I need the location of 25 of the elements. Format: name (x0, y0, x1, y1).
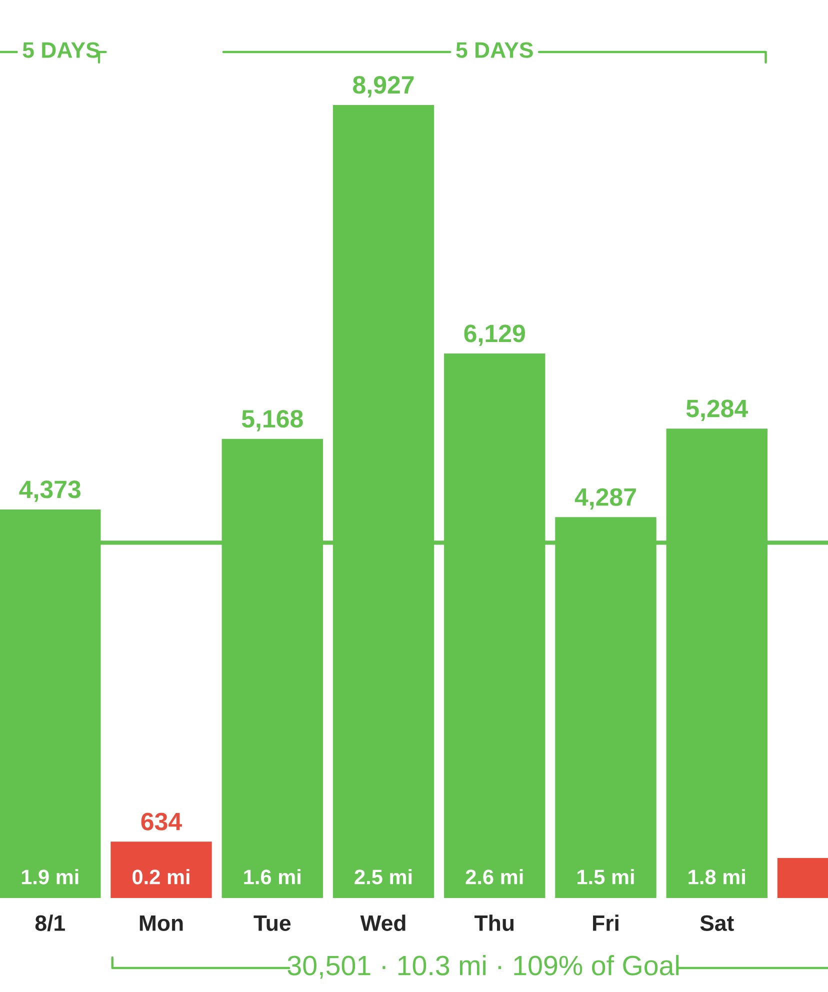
x-tick-label: Thu (474, 914, 514, 931)
annotation: 1.5 mi (578, 869, 634, 884)
bar (110, 842, 212, 898)
x-tick-label: 8/1 (35, 914, 65, 932)
data-label: 4,373 (19, 480, 81, 502)
data-label: 5,168 (242, 410, 303, 432)
x-tick-label: Fri (593, 914, 618, 931)
text: 30,501 · 10.3 mi · 109% of Goal (288, 955, 679, 979)
x-tick-label: Sat (700, 915, 734, 931)
data-label: 5,284 (686, 400, 748, 421)
x-tick-label: Wed (360, 914, 406, 931)
annotation: 2.6 mi (466, 869, 523, 884)
data-label: 6,129 (464, 324, 525, 346)
data-label: 4,287 (574, 488, 636, 510)
text: 5 DAYS (456, 42, 533, 58)
annotation: 1.9 mi (22, 869, 78, 884)
annotation: 0.2 mi (132, 869, 190, 884)
x-tick-label: Mon (140, 915, 183, 931)
annotation: 2.5 mi (354, 869, 412, 884)
annotation: 1.8 mi (688, 869, 745, 884)
x-tick-label: Tue (254, 915, 291, 931)
text: 5 DAYS (22, 42, 100, 58)
annotation: 1.6 mi (244, 869, 300, 884)
data-label: 8,927 (353, 76, 414, 98)
data-label: 634 (141, 812, 182, 830)
